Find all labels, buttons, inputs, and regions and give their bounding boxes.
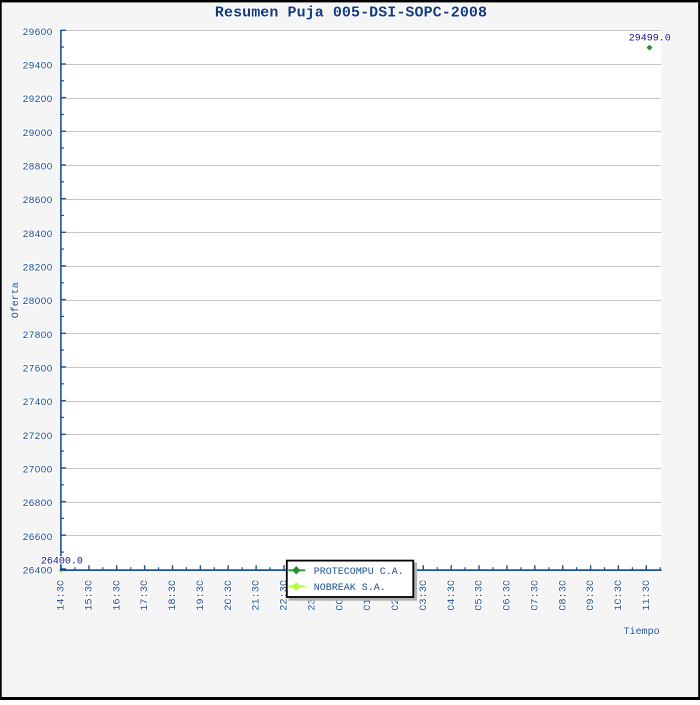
svg-text:05:30: 05:30	[474, 580, 486, 611]
svg-text:18:30: 18:30	[167, 580, 179, 611]
svg-text:28000: 28000	[22, 297, 52, 308]
svg-text:Oferta: Oferta	[10, 282, 22, 318]
svg-text:16:30: 16:30	[111, 580, 123, 611]
svg-text:17:30: 17:30	[139, 580, 151, 611]
svg-text:Tiempo: Tiempo	[624, 626, 660, 638]
svg-text:21:30: 21:30	[251, 580, 263, 611]
svg-text:27400: 27400	[22, 398, 52, 409]
svg-text:10:30: 10:30	[613, 580, 625, 611]
svg-text:26600: 26600	[22, 533, 52, 544]
svg-text:27000: 27000	[22, 466, 52, 477]
svg-text:26400: 26400	[22, 567, 52, 578]
svg-text:06:30: 06:30	[502, 580, 514, 611]
svg-text:28200: 28200	[22, 264, 52, 275]
svg-text:29499.0: 29499.0	[629, 33, 671, 44]
svg-text:14:30: 14:30	[56, 580, 68, 611]
svg-text:08:30: 08:30	[557, 580, 569, 611]
svg-text:28600: 28600	[22, 196, 52, 207]
svg-text:26800: 26800	[22, 499, 52, 510]
svg-text:11:30: 11:30	[641, 580, 653, 611]
svg-text:29200: 29200	[22, 95, 52, 106]
svg-text:28400: 28400	[22, 230, 52, 241]
svg-text:NOBREAK S.A.: NOBREAK S.A.	[314, 583, 386, 594]
svg-text:27800: 27800	[22, 331, 52, 342]
svg-text:15:30: 15:30	[84, 580, 96, 611]
svg-text:29600: 29600	[22, 28, 52, 39]
svg-text:Resumen Puja 005-DSI-SOPC-2008: Resumen Puja 005-DSI-SOPC-2008	[215, 5, 487, 22]
svg-text:20:30: 20:30	[223, 580, 235, 611]
svg-text:04:30: 04:30	[446, 580, 458, 611]
svg-text:09:30: 09:30	[585, 580, 597, 611]
svg-text:26400.0: 26400.0	[41, 556, 83, 567]
svg-text:19:30: 19:30	[195, 580, 207, 611]
svg-text:03:30: 03:30	[418, 580, 430, 611]
svg-text:29400: 29400	[22, 62, 52, 73]
svg-text:07:30: 07:30	[529, 580, 541, 611]
svg-text:28800: 28800	[22, 163, 52, 174]
svg-text:PROTECOMPU C.A.: PROTECOMPU C.A.	[314, 567, 404, 578]
svg-text:27200: 27200	[22, 432, 52, 443]
svg-text:29000: 29000	[22, 129, 52, 140]
svg-text:27600: 27600	[22, 365, 52, 376]
